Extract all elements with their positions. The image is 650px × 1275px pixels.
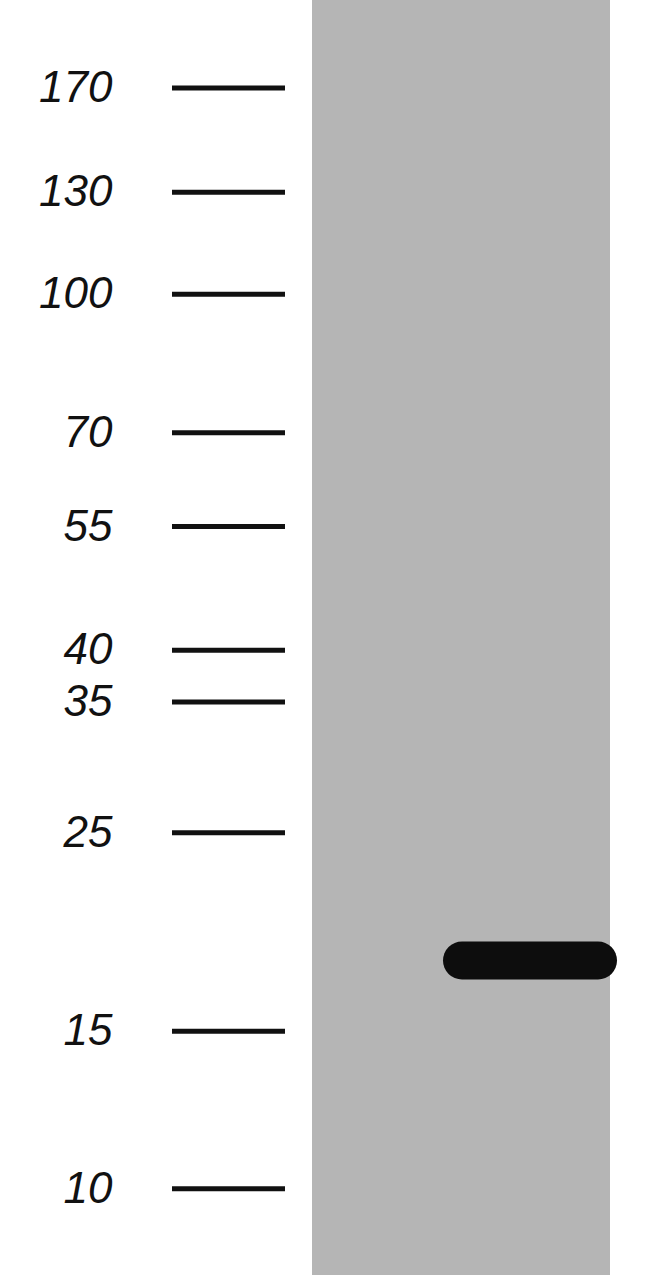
svg-text:25: 25 xyxy=(63,807,113,856)
svg-text:100: 100 xyxy=(39,268,113,317)
svg-text:170: 170 xyxy=(39,62,113,111)
svg-text:15: 15 xyxy=(64,1005,113,1054)
svg-text:10: 10 xyxy=(64,1163,113,1212)
svg-text:55: 55 xyxy=(64,501,113,550)
svg-text:40: 40 xyxy=(64,624,113,673)
svg-text:35: 35 xyxy=(64,676,113,725)
svg-text:130: 130 xyxy=(39,166,113,215)
svg-text:70: 70 xyxy=(64,407,113,456)
